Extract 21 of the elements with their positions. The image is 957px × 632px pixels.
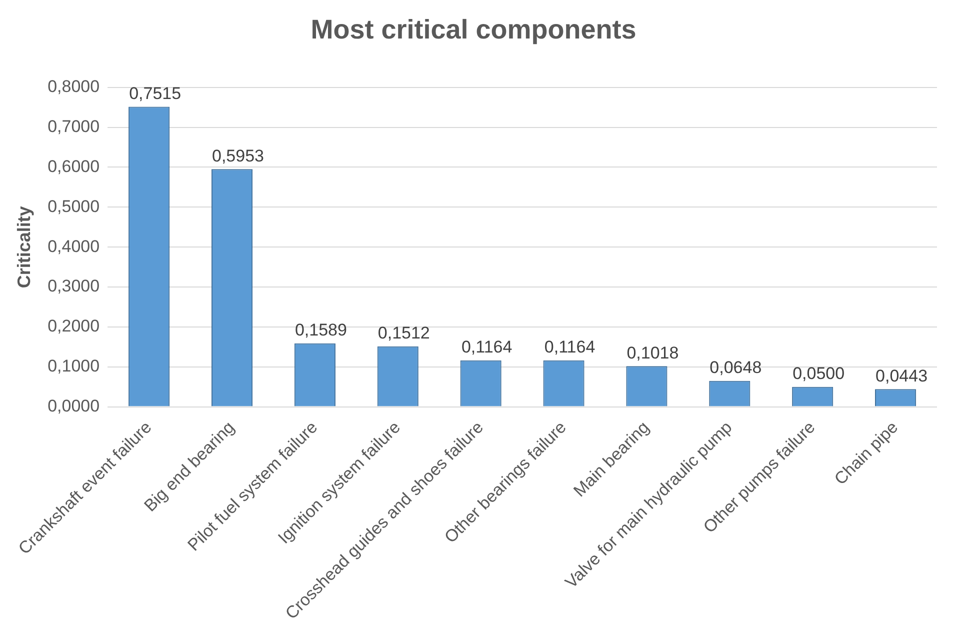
data-label: 0,0500 <box>792 364 845 384</box>
y-tick-label: 0,8000 <box>48 77 100 96</box>
chart-title: Most critical components <box>310 14 636 45</box>
data-label: 0,7515 <box>129 84 182 103</box>
y-tick-label: 0,5000 <box>48 196 100 216</box>
y-tick-label: 0,2000 <box>48 316 100 336</box>
data-label: 0,1164 <box>544 338 596 357</box>
data-label: 0,0648 <box>710 358 762 378</box>
data-label: 0,1512 <box>378 324 430 343</box>
y-tick-label: 0,6000 <box>48 156 100 176</box>
y-axis-title: Criticality <box>14 206 34 288</box>
data-label: 0,5953 <box>212 146 264 166</box>
y-tick-label: 0,3000 <box>48 276 100 296</box>
y-tick-label: 0,4000 <box>48 236 100 256</box>
y-tick-label: 0,1000 <box>48 356 100 376</box>
y-tick-label: 0,0000 <box>48 396 100 416</box>
data-label: 0,0443 <box>876 366 928 386</box>
data-label: 0,1164 <box>461 338 512 357</box>
data-label: 0,1018 <box>626 343 679 362</box>
y-tick-label: 0,7000 <box>48 117 100 136</box>
data-label: 0,1589 <box>294 320 347 340</box>
